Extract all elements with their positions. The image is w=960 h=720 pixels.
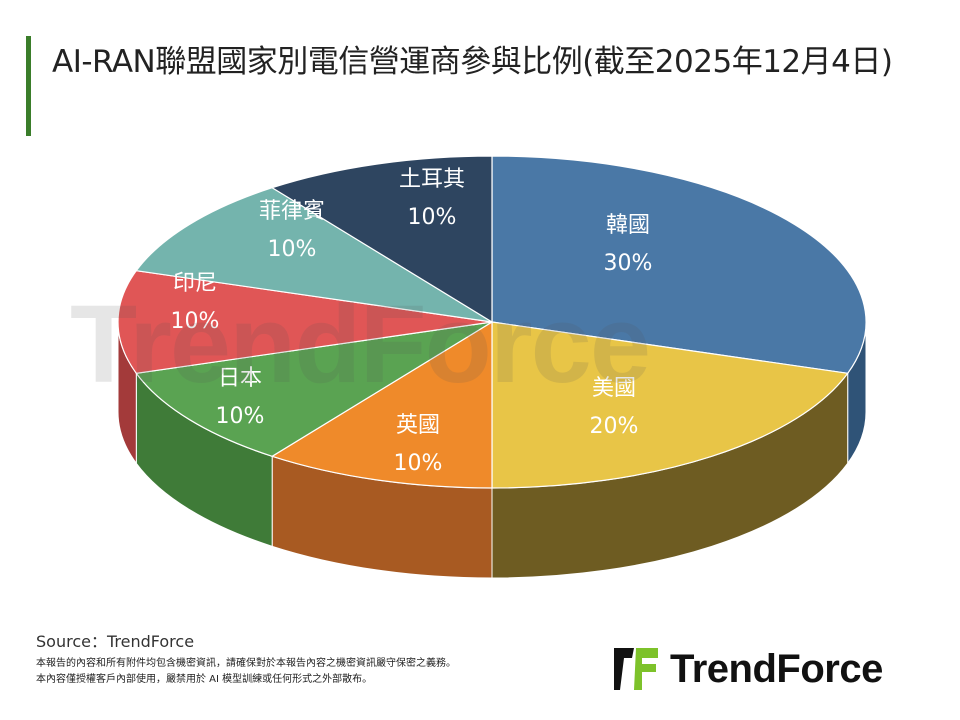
disclaimer: 本報告的內容和所有附件均包含機密資訊，請確保對於本報告內容之機密資訊嚴守保密之義… — [36, 656, 456, 688]
slice-label: 菲律賓 — [259, 199, 325, 224]
source-note: Source：TrendForce — [36, 632, 195, 651]
pie-slice-4 — [117, 270, 493, 374]
slice-label: 韓國 — [606, 213, 650, 238]
pie-slice-6 — [270, 155, 493, 324]
disclaimer-line: 本報告的內容和所有附件均包含機密資訊，請確保對於本報告內容之機密資訊嚴守保密之義… — [36, 658, 456, 669]
pie-slice-0 — [491, 155, 867, 374]
slice-label: 日本 — [218, 366, 262, 391]
slice-label: 印尼 — [173, 271, 217, 296]
disclaimer-line: 本內容僅授權客戶內部使用，嚴禁用於 AI 模型訓練或任何形式之外部散布。 — [36, 674, 373, 685]
slice-label: 美國 — [592, 376, 636, 401]
pie-slice-3 — [135, 321, 493, 457]
slice-value-label: 10% — [408, 205, 457, 230]
slice-label: 英國 — [396, 413, 440, 438]
pie-slice-1 — [491, 321, 849, 489]
trendforce-logo: TrendForce — [612, 646, 883, 692]
slice-label: 土耳其 — [399, 167, 465, 192]
pie-slice-2 — [270, 320, 493, 489]
slice-value-label: 10% — [171, 309, 220, 334]
slice-value-label: 10% — [268, 237, 317, 262]
logo-mark-icon — [614, 648, 658, 690]
slice-value-label: 10% — [394, 451, 443, 476]
title-accent-bar — [26, 36, 31, 136]
chart-title: AI-RAN聯盟國家別電信營運商參與比例(截至2025年12月4日) — [52, 44, 893, 80]
logo-text: TrendForce — [670, 646, 883, 691]
slice-value-label: 20% — [590, 414, 639, 439]
slice-value-label: 30% — [604, 251, 653, 276]
slice-value-label: 10% — [216, 404, 265, 429]
pie-slice-5 — [135, 187, 493, 323]
